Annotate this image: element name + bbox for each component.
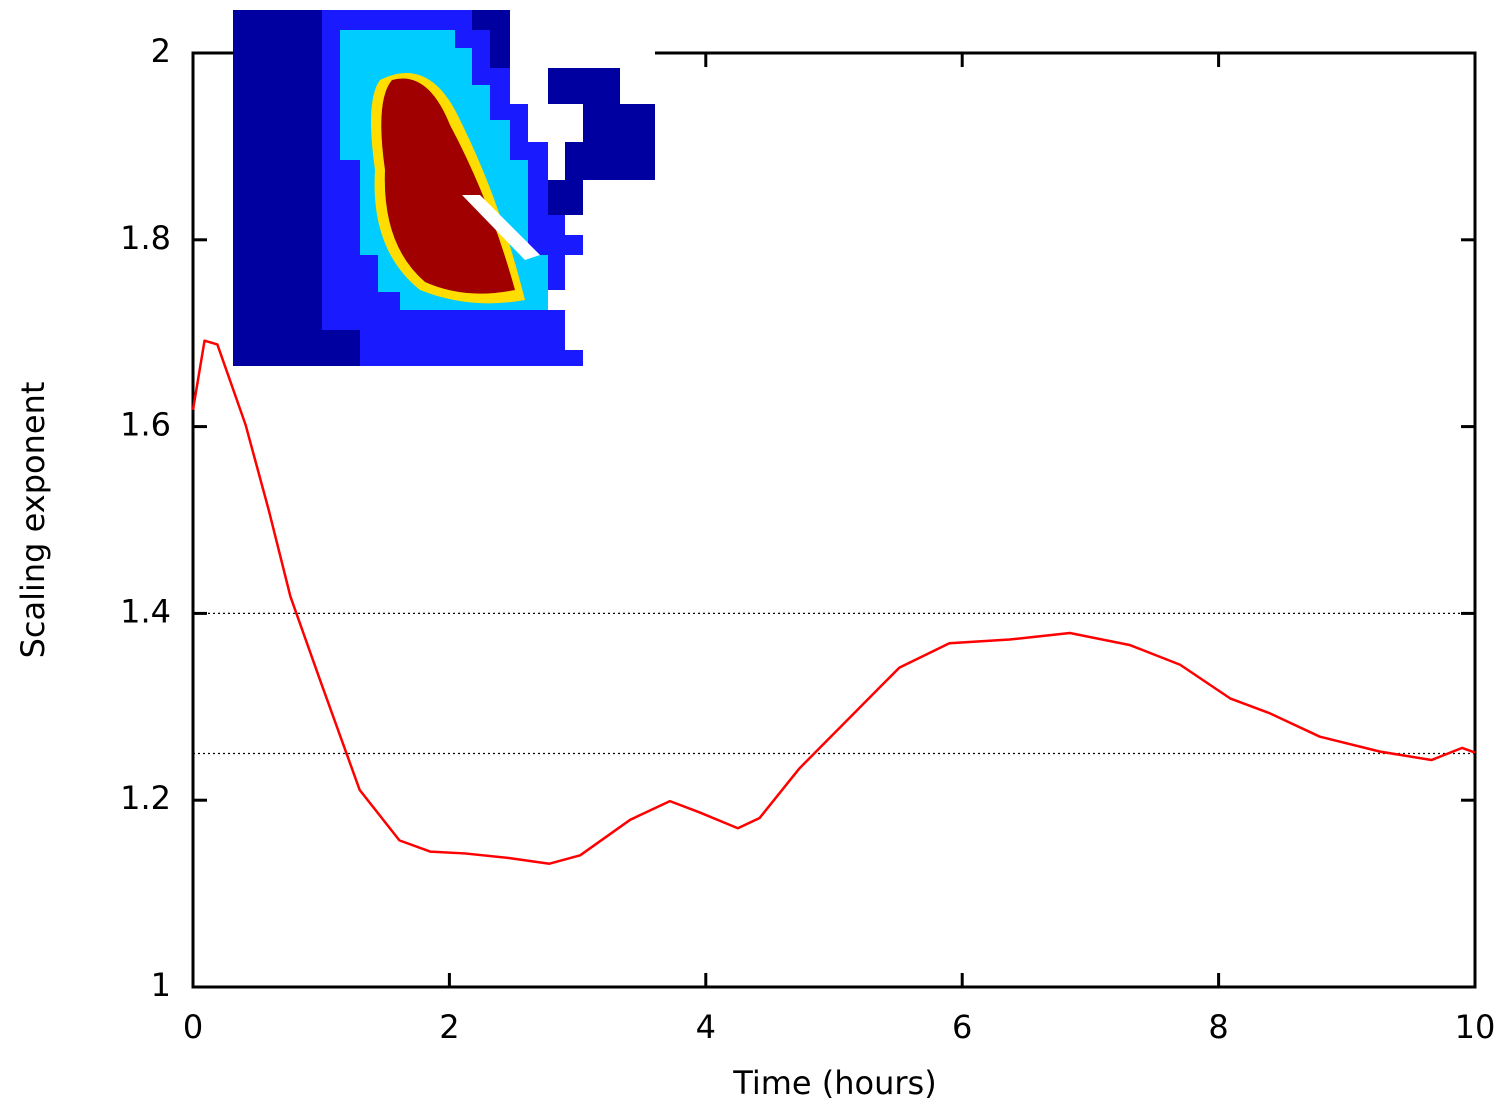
x-axis-label: Time (hours) <box>732 1064 936 1102</box>
x-tick-label: 10 <box>1455 1008 1496 1046</box>
ticks: 0 2 4 6 8 10 1 1.2 1.4 1.6 1.8 2 <box>120 32 1495 1046</box>
y-tick-label: 1.2 <box>120 779 171 817</box>
x-tick-label: 2 <box>439 1008 459 1046</box>
y-axis-label: Scaling exponent <box>14 382 52 659</box>
y-tick-label: 2 <box>151 32 171 70</box>
inset-red <box>381 78 515 294</box>
lines <box>191 339 1476 865</box>
plot-frame <box>191 51 1477 989</box>
y-tick-label: 1.8 <box>120 219 171 257</box>
x-tick-label: 4 <box>696 1008 716 1046</box>
x-tick-label: 0 <box>183 1008 203 1046</box>
y-tick-label: 1 <box>151 966 171 1004</box>
data-line <box>191 339 1476 865</box>
inset-image <box>233 10 655 366</box>
x-tick-label: 8 <box>1208 1008 1228 1046</box>
y-tick-label: 1.6 <box>120 406 171 444</box>
x-tick-label: 6 <box>952 1008 972 1046</box>
inset-navy <box>548 68 655 215</box>
y-tick-label: 1.4 <box>120 592 171 630</box>
inset-gap <box>462 195 540 260</box>
